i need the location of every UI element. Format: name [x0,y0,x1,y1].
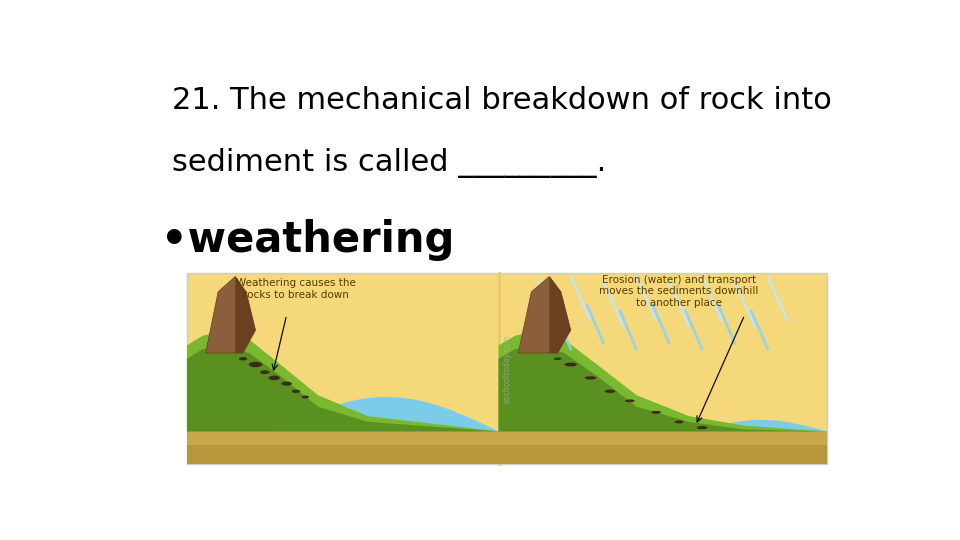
Polygon shape [498,431,827,445]
Polygon shape [187,445,498,464]
Ellipse shape [554,357,562,360]
Text: eschooltoday.com: eschooltoday.com [502,334,512,402]
Text: Erosion (water) and transport
moves the sediments downhill
to another place: Erosion (water) and transport moves the … [599,275,758,308]
Text: •weathering: •weathering [161,219,454,261]
Ellipse shape [625,400,635,402]
Ellipse shape [585,376,596,380]
Ellipse shape [697,426,708,429]
Text: Weathering causes the
rocks to break down: Weathering causes the rocks to break dow… [236,279,356,300]
Polygon shape [275,397,498,431]
Polygon shape [695,420,827,431]
Polygon shape [187,346,498,431]
Polygon shape [518,276,571,353]
Ellipse shape [564,363,577,366]
Text: sediment is called _________.: sediment is called _________. [172,148,607,178]
Ellipse shape [605,390,615,393]
Polygon shape [549,276,571,353]
Polygon shape [187,431,498,445]
Polygon shape [498,346,827,431]
Polygon shape [498,445,827,464]
Ellipse shape [675,421,684,423]
Ellipse shape [239,357,248,360]
FancyBboxPatch shape [187,273,827,464]
Ellipse shape [292,390,300,393]
Polygon shape [235,276,255,353]
Ellipse shape [281,382,292,386]
Ellipse shape [301,396,309,399]
Polygon shape [498,330,827,431]
Ellipse shape [651,411,660,414]
Polygon shape [205,276,255,353]
Ellipse shape [260,370,270,374]
Ellipse shape [249,362,262,367]
Ellipse shape [269,376,280,380]
Polygon shape [187,330,498,431]
Text: 21. The mechanical breakdown of rock into: 21. The mechanical breakdown of rock int… [172,85,831,114]
